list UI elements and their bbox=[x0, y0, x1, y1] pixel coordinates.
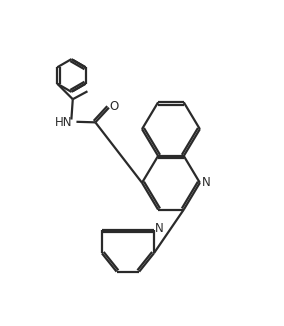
Text: HN: HN bbox=[55, 116, 72, 129]
Text: O: O bbox=[109, 100, 118, 113]
Text: N: N bbox=[154, 222, 163, 235]
Text: N: N bbox=[202, 176, 210, 189]
